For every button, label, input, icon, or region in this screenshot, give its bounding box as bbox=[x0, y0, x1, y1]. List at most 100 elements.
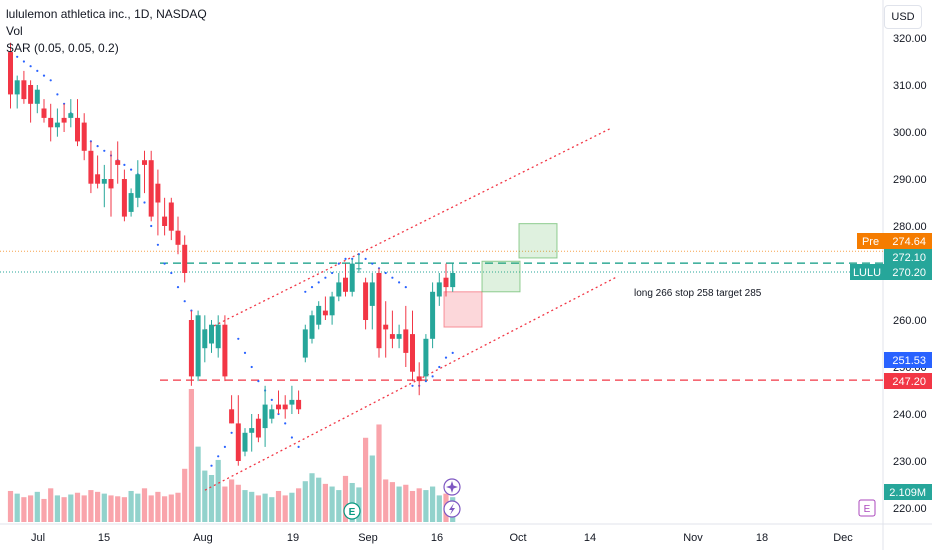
candle-body-61 bbox=[416, 376, 422, 382]
candle-body-6 bbox=[48, 117, 54, 128]
candle-37 bbox=[255, 414, 261, 443]
chart-legend: lululemon athletica inc., 1D, NASDAQ Vol… bbox=[6, 6, 207, 57]
candle-56 bbox=[383, 301, 389, 358]
candle-body-55 bbox=[376, 273, 382, 349]
candle-48 bbox=[329, 291, 335, 325]
candle-60 bbox=[410, 310, 415, 382]
candle-36 bbox=[249, 414, 255, 452]
volume-bar-17 bbox=[121, 497, 127, 522]
earnings-letter: E bbox=[349, 507, 356, 518]
volume-bar-4 bbox=[34, 491, 40, 522]
candle-body-5 bbox=[41, 108, 47, 118]
volume-bar-58 bbox=[396, 486, 402, 522]
y-tick-label-10: 320.00 bbox=[893, 33, 927, 45]
dividends-marker bbox=[858, 499, 876, 517]
price-label-value-0: 274.64 bbox=[892, 236, 926, 248]
volume-bar-15 bbox=[108, 495, 114, 522]
sar-dot-26 bbox=[183, 300, 186, 303]
candle-5 bbox=[41, 99, 47, 123]
candle-body-13 bbox=[95, 174, 101, 184]
sar-indicator-label[interactable]: SAR (0.05, 0.05, 0.2) bbox=[6, 41, 119, 55]
dividends-letter: E bbox=[864, 504, 871, 515]
sar-dot-30 bbox=[210, 464, 213, 467]
volume-bar-47 bbox=[322, 483, 328, 522]
candle-57 bbox=[389, 310, 395, 349]
sar-dot-32 bbox=[223, 445, 226, 448]
chart-title: lululemon athletica inc., 1D, NASDAQ bbox=[6, 7, 207, 21]
candle-32 bbox=[222, 315, 228, 382]
candle-47 bbox=[322, 296, 328, 320]
candle-33 bbox=[229, 395, 235, 424]
y-tick-label-4: 260.00 bbox=[893, 315, 927, 327]
candle-7 bbox=[54, 108, 60, 137]
candle-body-48 bbox=[329, 296, 335, 316]
candle-body-46 bbox=[316, 305, 322, 325]
x-tick-label-6: Oct bbox=[509, 532, 526, 544]
volume-indicator-label[interactable]: Vol bbox=[6, 24, 23, 38]
sar-dot-14 bbox=[103, 149, 106, 152]
candle-body-18 bbox=[128, 193, 134, 212]
price-label-2: 270.20 LULU bbox=[850, 264, 932, 280]
candle-45 bbox=[309, 310, 315, 344]
sar-dot-24 bbox=[170, 271, 173, 275]
candle-43 bbox=[296, 390, 302, 414]
price-label-value-5: 2.109M bbox=[889, 487, 926, 499]
volume-bar-8 bbox=[61, 497, 67, 522]
sar-dot-53 bbox=[364, 257, 367, 260]
sparkle-glyph bbox=[446, 481, 458, 493]
candle-body-41 bbox=[282, 404, 288, 410]
candle-66 bbox=[450, 263, 456, 292]
candle-53 bbox=[363, 277, 369, 330]
volume-bar-60 bbox=[409, 490, 416, 522]
candle-62 bbox=[423, 334, 429, 382]
candle-41 bbox=[282, 395, 288, 419]
volume-bar-26 bbox=[182, 468, 188, 522]
candle-body-29 bbox=[202, 329, 208, 349]
price-label-5: 2.109M bbox=[884, 484, 932, 500]
candle-58 bbox=[396, 324, 402, 349]
price-label-tag-0: Pre bbox=[862, 236, 879, 248]
volume-bar-38 bbox=[262, 493, 268, 522]
sar-dot-47 bbox=[324, 276, 327, 279]
volume-bar-21 bbox=[148, 495, 154, 522]
candle-body-11 bbox=[81, 122, 87, 151]
candle-body-35 bbox=[242, 432, 248, 452]
candle-body-62 bbox=[423, 338, 429, 377]
sar-dot-60 bbox=[411, 384, 414, 387]
candle-body-36 bbox=[249, 428, 255, 433]
price-label-bg-3 bbox=[884, 352, 932, 368]
volume-bar-30 bbox=[208, 475, 215, 522]
candle-26 bbox=[182, 235, 188, 283]
currency-button[interactable]: USD bbox=[884, 5, 922, 29]
volume-bar-40 bbox=[275, 490, 282, 522]
candle-body-14 bbox=[101, 179, 107, 184]
candle-29 bbox=[202, 315, 208, 363]
candle-body-45 bbox=[309, 315, 315, 339]
sar-dot-44 bbox=[304, 290, 307, 293]
volume-bar-55 bbox=[376, 424, 382, 522]
candle-39 bbox=[269, 404, 275, 424]
candle-body-15 bbox=[108, 179, 114, 189]
volume-bar-62 bbox=[423, 490, 429, 522]
candle-34 bbox=[235, 395, 241, 466]
volume-bar-29 bbox=[202, 470, 208, 522]
sar-dot-57 bbox=[391, 276, 394, 279]
candle-2 bbox=[21, 70, 27, 104]
candle-12 bbox=[88, 141, 94, 194]
sar-dot-52 bbox=[357, 253, 360, 256]
candle-body-31 bbox=[215, 324, 221, 349]
volume-bar-61 bbox=[416, 488, 422, 522]
candle-body-28 bbox=[195, 315, 201, 377]
candle-body-9 bbox=[68, 113, 74, 118]
price-label-value-2: 270.20 bbox=[892, 267, 926, 279]
volume-bar-36 bbox=[249, 491, 255, 522]
sar-dot-58 bbox=[398, 281, 401, 284]
sar-dot-2 bbox=[22, 60, 25, 63]
candle-20 bbox=[142, 150, 147, 194]
candle-body-39 bbox=[269, 409, 275, 419]
volume-bar-48 bbox=[329, 486, 335, 522]
volume-bar-32 bbox=[222, 486, 228, 522]
x-tick-label-0: Jul bbox=[31, 532, 45, 544]
